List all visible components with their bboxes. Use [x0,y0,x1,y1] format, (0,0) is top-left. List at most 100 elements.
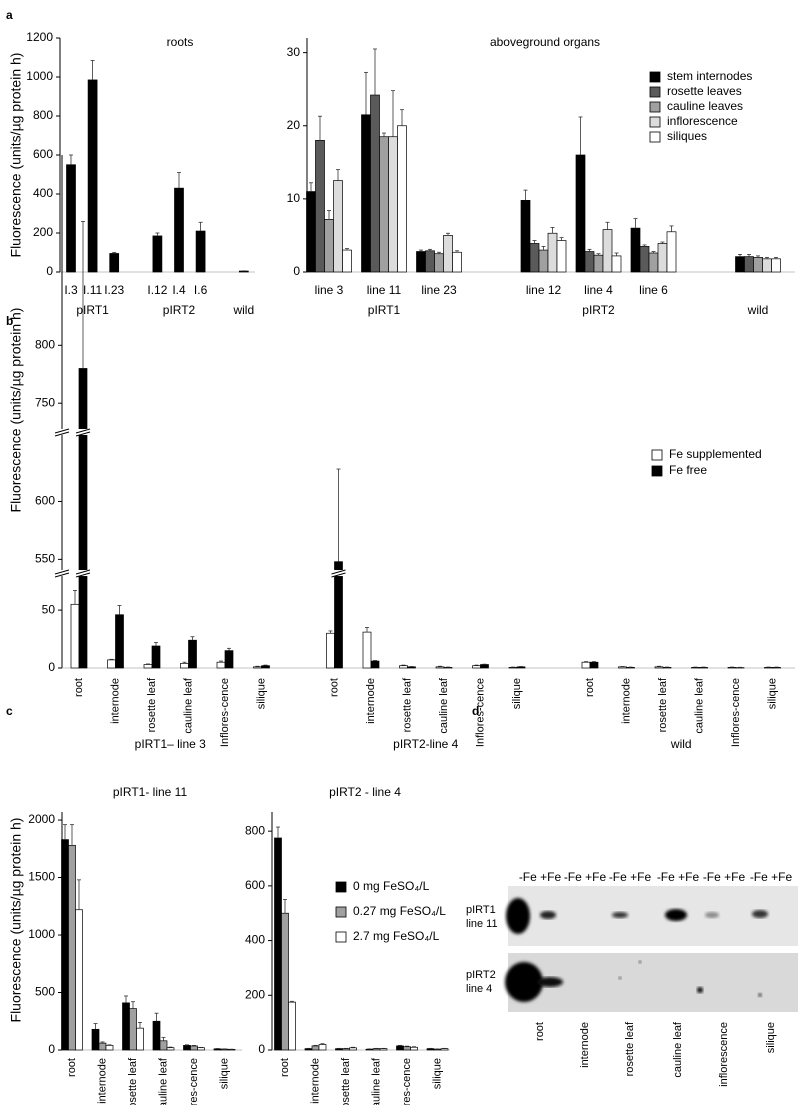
bar [370,660,380,669]
blot-band [505,962,543,1002]
bar [68,844,76,1051]
blot-column-label: rosette leaf [624,1022,636,1077]
bar [122,1002,130,1051]
bar [197,1047,205,1051]
x-tick-label: I.23 [104,283,124,297]
bar [224,650,234,669]
bar [70,603,80,669]
bar [584,251,595,273]
legend-label: Fe free [669,463,707,477]
panel-letter: c [6,704,13,718]
bar [152,235,163,273]
blot-column-label: internode [579,1022,591,1068]
x-tick-label: silique [218,1058,231,1090]
blot-column-label: cauline leaf [672,1022,684,1078]
x-tick-label: line 6 [639,283,668,297]
bar [379,136,389,273]
group-label: pIRT1 [368,303,401,317]
bar [324,219,334,273]
axis-break [54,572,70,578]
legend-label: 0.27 mg FeSO₄/L [353,904,446,918]
x-tick-label: I.4 [172,283,186,297]
legend-label: Fe supplemented [669,447,762,461]
group-label: pIRT1 [76,303,109,317]
bar [334,561,343,669]
legend-swatch [649,116,661,128]
x-tick-label: silique [766,678,779,710]
bar [78,368,88,669]
bar [372,1048,381,1051]
bar [480,664,489,669]
bar [593,254,604,273]
bar [333,180,343,273]
axis-break [78,428,88,435]
bar [626,667,635,669]
bar [61,839,69,1051]
bar [397,125,407,273]
x-tick-label: root [584,678,596,697]
group-label: pIRT1– line 3 [135,737,206,751]
bar [699,667,708,669]
legend-swatch [335,931,347,943]
x-tick-label: line 3 [315,283,344,297]
bar [662,667,672,669]
bar [318,1044,327,1051]
bar [654,666,664,669]
bar [435,666,445,669]
bar [410,1046,418,1051]
bar [538,249,549,273]
bar [107,659,116,669]
x-tick-label: rosette leaf [340,1058,352,1105]
panel-letter: d [472,704,479,718]
bar [188,639,197,669]
bar [727,667,737,669]
bar [691,667,700,669]
bar [335,1048,343,1051]
x-tick-label: cauline leaf [693,678,706,734]
y-tick-label: 800 [33,108,53,122]
y-tick-label: 0 [293,264,300,278]
x-tick-label: I.6 [194,283,208,297]
blot-row-label: pIRT2 line 4 [466,969,496,995]
bar [516,666,526,669]
x-tick-label: silique [431,1058,444,1090]
bar [370,94,380,273]
x-tick-label: I.3 [64,283,78,297]
bar [274,837,282,1051]
x-tick-label: cauline leaf [157,1058,170,1105]
bar [630,227,641,273]
group-label: pIRT2 [163,303,196,317]
bar [342,1048,350,1051]
bar [611,255,622,273]
bar [575,154,586,273]
x-tick-label: cauline leaf [438,678,450,734]
axis-break [75,431,91,437]
bar [403,1046,411,1051]
blot-row [508,886,798,946]
lane-label: -Fe +Fe [657,870,700,884]
bar [657,243,668,273]
bar [180,663,189,669]
x-tick-label: Inflores-cence [219,678,231,748]
y-tick-label: 1000 [28,927,55,941]
bar [396,1045,404,1051]
y-tick-label: 600 [245,878,265,892]
bar [174,187,184,273]
bar [91,1028,100,1051]
blot-band [537,977,563,987]
bar [311,1045,320,1051]
legend-swatch [335,906,347,918]
x-tick-label: I.12 [147,283,167,297]
chart-title: pIRT2 - line 4 [329,785,401,799]
lane-label: -Fe +Fe [703,870,746,884]
x-tick-label: Inflores-cence [188,1058,200,1105]
legend-swatch [649,71,661,83]
bar [529,243,540,273]
legend-swatch [651,465,663,477]
y-tick-label: 0 [258,1042,265,1056]
x-tick-label: root [279,1058,291,1077]
bar [735,256,745,273]
bar [288,1001,296,1051]
legend-label: 0 mg FeSO₄/L [353,879,430,893]
bar [472,665,481,669]
